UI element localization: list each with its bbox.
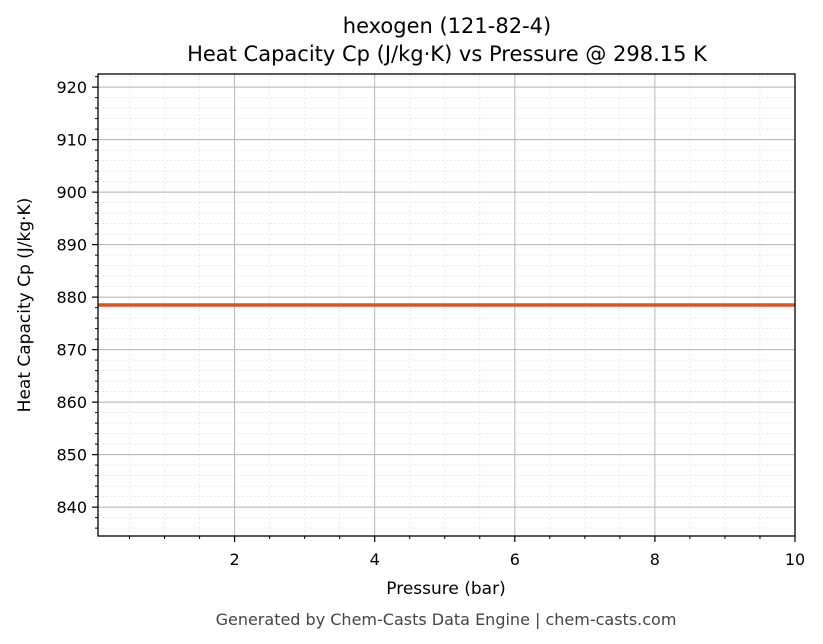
x-tick-label: 4 [370,550,380,569]
chart-subtitle: Heat Capacity Cp (J/kg·K) vs Pressure @ … [187,42,708,66]
footer-credit: Generated by Chem-Casts Data Engine | ch… [216,610,677,629]
y-tick-label: 900 [56,183,87,202]
x-tick-label: 10 [785,550,805,569]
y-tick-label: 880 [56,288,87,307]
y-tick-label: 890 [56,236,87,255]
axis-ticks [92,76,796,542]
y-tick-label: 920 [56,78,87,97]
x-axis-label: Pressure (bar) [386,579,505,599]
y-tick-label: 850 [56,446,87,465]
x-tick-label: 6 [510,550,520,569]
y-tick-label: 860 [56,393,87,412]
y-tick-label: 910 [56,131,87,150]
minor-grid [98,74,795,536]
plot-frame [97,73,796,537]
y-tick-label: 840 [56,498,87,517]
x-tick-label: 8 [650,550,660,569]
chart-title: hexogen (121-82-4) [343,14,551,38]
y-axis-label: Heat Capacity Cp (J/kg·K) [15,198,35,413]
x-tick-label: 2 [230,550,240,569]
y-tick-labels: 840 850 860 870 880 890 900 910 920 [56,78,87,517]
y-tick-label: 870 [56,341,87,360]
x-tick-labels: 2 4 6 8 10 [230,550,806,569]
